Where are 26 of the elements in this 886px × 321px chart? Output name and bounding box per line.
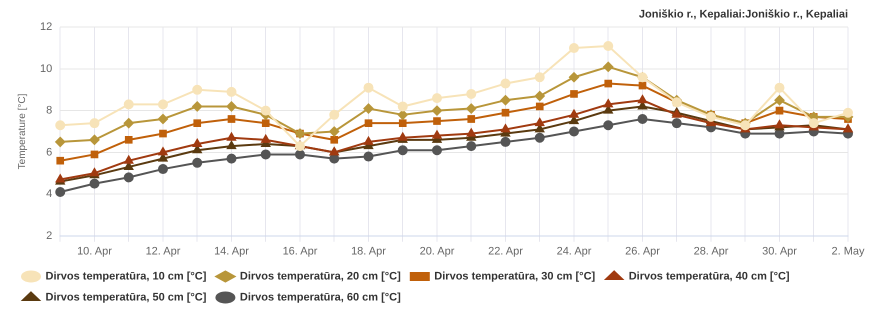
x-tick-label: 28. Apr <box>694 245 729 258</box>
x-tick-label: 14. Apr <box>214 245 250 258</box>
x-tick-label: 30. Apr <box>762 245 798 258</box>
legend-label: Dirvos temperatūra, 20 cm [°C] <box>240 270 402 283</box>
chart-title: Joniškio r., Kepaliai:Joniškio r., Kepaliai <box>638 8 848 21</box>
x-tick-label: 24. Apr <box>556 245 592 258</box>
y-tick-label: 6 <box>46 146 52 158</box>
x-tick-label: 26. Apr <box>625 245 660 258</box>
x-tick-label: 22. Apr <box>488 245 524 258</box>
x-tick-label: 12. Apr <box>146 245 181 258</box>
x-tick-label: 20. Apr <box>420 245 455 258</box>
y-axis-title: Temperature [°C] <box>16 93 28 170</box>
y-tick-label: 2 <box>46 230 52 242</box>
legend-label: Dirvos temperatūra, 30 cm [°C] <box>434 270 596 283</box>
legend-label: Dirvos temperatūra, 50 cm [°C] <box>46 292 207 304</box>
x-tick-label: 10. Apr <box>77 245 112 258</box>
x-tick-label: 2. May <box>831 245 866 258</box>
x-tick-label: 18. Apr <box>351 245 386 258</box>
legend-label: Dirvos temperatūra, 40 cm [°C] <box>628 270 790 283</box>
y-tick-label: 10 <box>40 62 52 75</box>
legend-label: Dirvos temperatūra, 10 cm [°C] <box>46 270 207 283</box>
y-tick-label: 12 <box>40 21 52 34</box>
legend-label: Dirvos temperatūra, 60 cm [°C] <box>240 292 402 304</box>
y-tick-label: 4 <box>46 188 52 200</box>
x-tick-label: 16. Apr <box>282 245 318 258</box>
y-tick-label: 8 <box>46 104 52 117</box>
